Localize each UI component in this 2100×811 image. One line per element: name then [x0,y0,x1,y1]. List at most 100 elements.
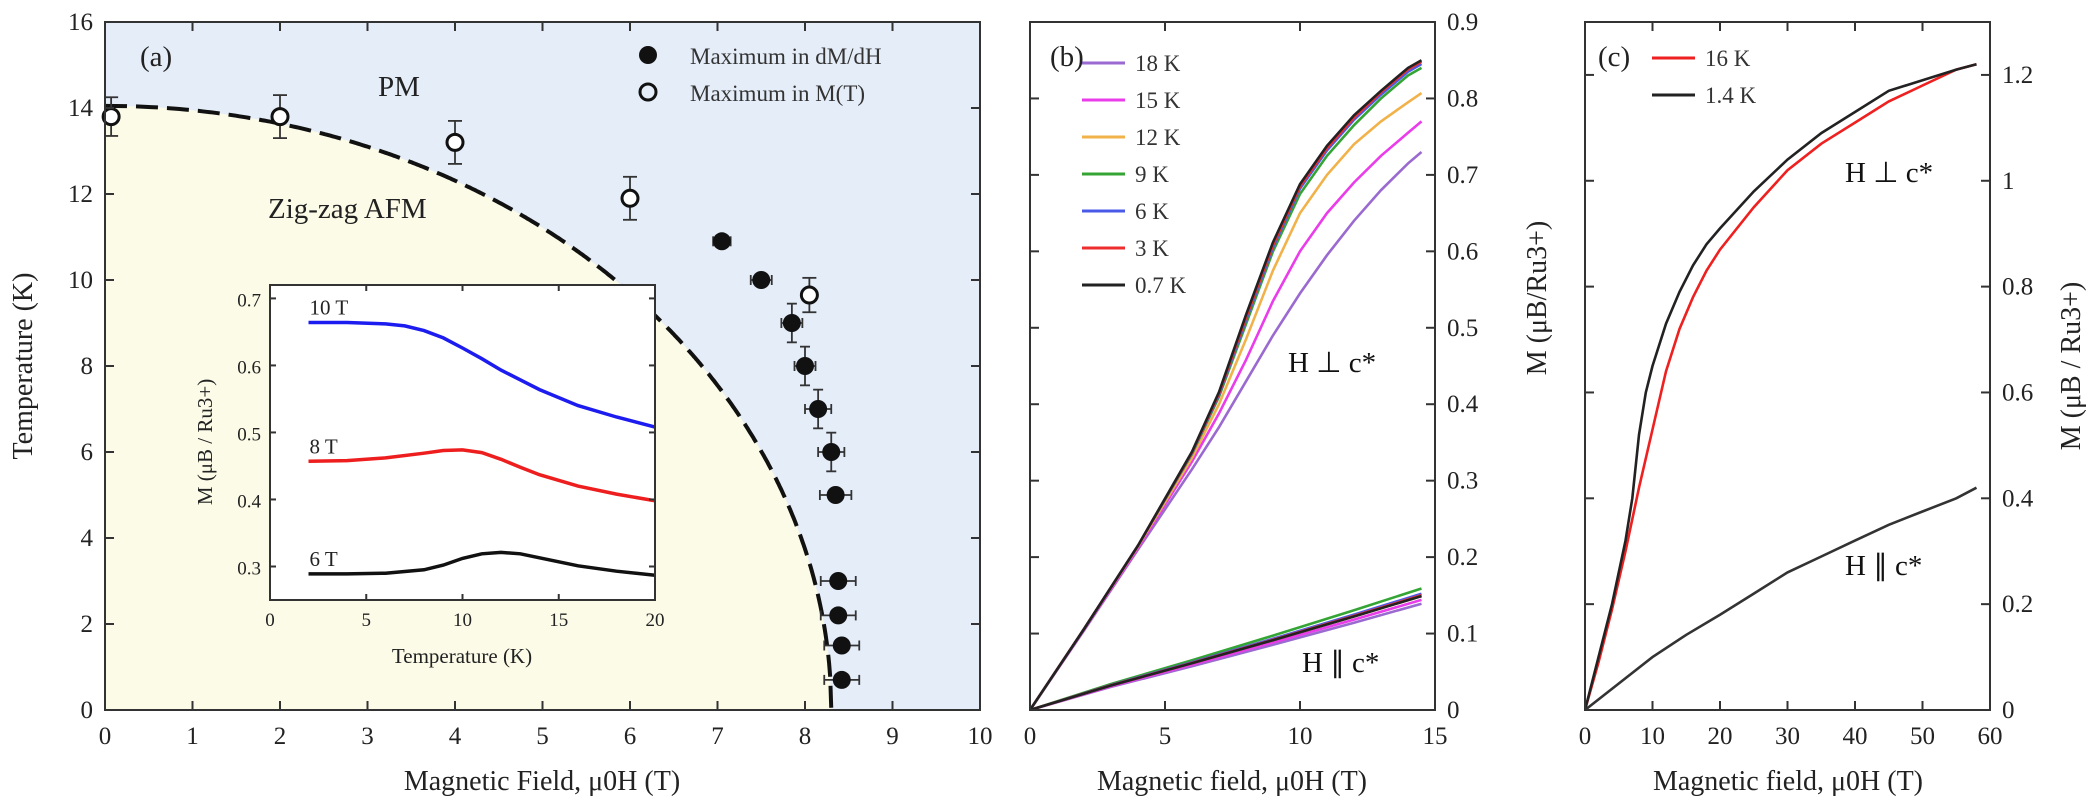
filled-data-point [793,345,817,387]
y-tick-label: 0.4 [1447,391,1479,418]
inset-chart: 0 5 10 15 20 0.3 0.4 0.5 0.6 0.7 10 T 8 T 6 T Temp… [193,284,665,668]
inset-series-label: 8 T [310,434,338,458]
x-tick-label: 5 [536,723,549,750]
filled-data-point [823,636,861,655]
y-tick-label: 0.5 [1447,315,1478,342]
inset-series-8t [308,448,655,503]
inset-series-6t [308,550,655,577]
y-tick-label: 4 [81,525,94,552]
filled-data-point [804,388,833,430]
y-tick-label: 0.8 [2002,274,2033,301]
y-tick-label: 0 [2002,697,2015,724]
legend-label: 9 K [1135,162,1169,187]
inset-x-axis-label: Temperature (K) [392,644,532,668]
x-tick-label: 5 [362,610,372,631]
open-data-point [799,276,819,314]
region-label-pm: PM [378,71,420,103]
y-axis-label-b: M (μB/Ru3+) [1522,221,1553,375]
y-tick-label: 0.2 [2002,591,2033,618]
annotation-par-b: H ∥ c* [1302,647,1379,679]
y-axis-label-c: M (μB / Ru3+) [2056,282,2087,450]
x-tick-label: 4 [449,723,462,750]
series-14k [1585,63,1977,710]
y-tick-label: 0.6 [237,357,261,378]
y-tick-label: 0.3 [237,558,261,579]
open-data-point [620,175,640,221]
y-axis-label-a: Temperature (K) [8,273,39,460]
legend-label: 12 K [1135,125,1181,150]
y-tick-label: 0 [1447,697,1460,724]
legend-filled-marker [639,46,657,64]
y-tick-label: 0.4 [237,491,261,512]
x-tick-label: 40 [1843,723,1868,750]
y-tick-label: 16 [68,9,93,36]
y-tick-label: 14 [68,95,94,122]
y-tick-label: 0.7 [1447,162,1478,189]
y-tick-label: 0.6 [2002,379,2033,406]
y-tick-label: 8 [81,353,94,380]
phase-boundary-line [105,103,834,710]
open-data-point [445,120,465,165]
annotation-par-c: H ∥ c* [1845,550,1922,582]
x-tick-label: 7 [711,723,724,750]
panel-label-a: (a) [140,41,172,73]
legend-filled-label: Maximum in dM/dH [690,44,882,69]
legend-label: 15 K [1135,88,1181,113]
y-tick-label: 12 [68,181,93,208]
filled-data-point [749,271,773,289]
annotation-perp-b: H ⊥ c* [1288,347,1376,379]
x-tick-label: 0 [1024,723,1037,750]
annotation-perp-c: H ⊥ c* [1845,157,1933,189]
y-tick-label: 10 [68,267,93,294]
y-tick-label: 6 [81,439,94,466]
filled-data-point [817,431,846,473]
x-tick-label: 10 [1288,723,1313,750]
x-tick-label: 15 [1423,723,1448,750]
y-tick-label: 0 [81,697,94,724]
filled-data-point [819,572,857,590]
legend-open-marker [638,82,658,102]
y-tick-label: 0.9 [1447,9,1478,36]
series-par-07k [1030,594,1422,710]
y-tick-label: 1 [2002,168,2015,195]
x-tick-label: 20 [1708,723,1733,750]
x-tick-label: 2 [274,723,287,750]
x-tick-label: 10 [453,610,472,631]
inset-background [270,285,655,600]
legend-label: 16 K [1705,46,1751,71]
series-perp-07k [1030,59,1423,710]
y-tick-label: 0.5 [237,424,261,445]
y-tick-label: 2 [81,611,94,638]
series-14khc [1585,486,1978,710]
x-tick-label: 1 [186,723,199,750]
filled-data-point [712,232,732,251]
x-axis-label-c: Magnetic field, μ0H (T) [1653,766,1923,797]
x-tick-label: 10 [968,723,993,750]
x-tick-label: 0 [1579,723,1592,750]
inset-series-label: 6 T [310,547,338,571]
x-tick-label: 0 [265,610,275,631]
x-axis-label-b: Magnetic field, μ0H (T) [1097,766,1367,797]
legend-label: 1.4 K [1705,83,1757,108]
legend-open-label: Maximum in M(T) [690,81,865,106]
legend-label: 18 K [1135,51,1181,76]
x-tick-label: 5 [1159,723,1172,750]
legend-label: 6 K [1135,199,1169,224]
panel-b: 0 5 10 15 0 0.1 0.2 0.3 0.4 0.5 0.6 0.7 0.8 0.9 18 K… [1024,9,1553,797]
x-tick-label: 8 [799,723,812,750]
y-tick-label: 0.2 [1447,544,1478,571]
x-tick-label: 30 [1775,723,1800,750]
y-tick-label: 0.8 [1447,85,1478,112]
y-tick-label: 0.6 [1447,238,1478,265]
inset-y-axis-label: M (μB / Ru3+) [193,379,217,505]
filled-data-point [818,486,853,504]
inset-series-10t [308,320,655,429]
x-axis-label-a: Magnetic Field, μ0H (T) [404,766,680,797]
x-tick-label: 10 [1640,723,1665,750]
x-tick-label: 15 [549,610,568,631]
x-tick-label: 9 [886,723,899,750]
x-tick-label: 6 [624,723,637,750]
filled-data-point [819,606,857,625]
